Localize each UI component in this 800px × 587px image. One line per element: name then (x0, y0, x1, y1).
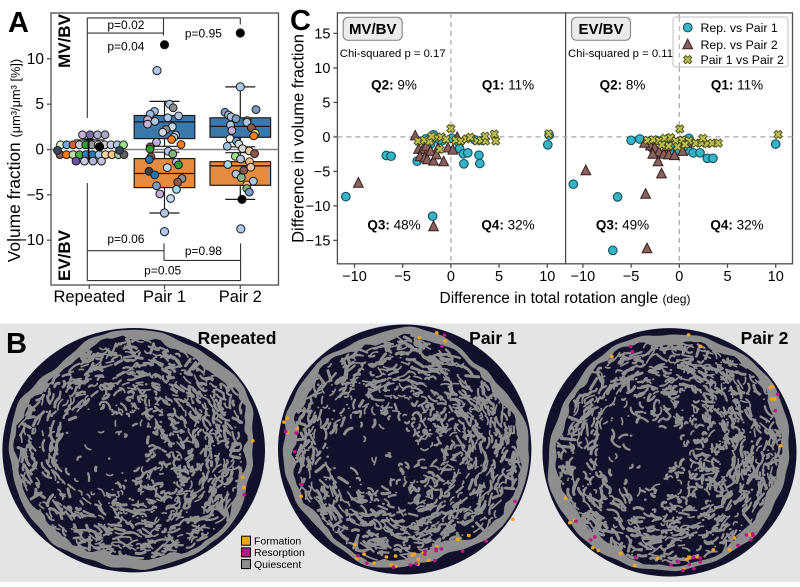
svg-text:10: 10 (27, 51, 45, 68)
svg-text:−5: −5 (623, 269, 640, 285)
svg-text:0: 0 (35, 142, 44, 159)
svg-text:EV/BV: EV/BV (578, 21, 623, 38)
svg-text:Difference in total rotation a: Difference in total rotation angle (deg) (440, 290, 691, 307)
svg-text:Resorption: Resorption (254, 547, 305, 559)
svg-text:Formation: Formation (254, 535, 301, 547)
svg-text:0: 0 (675, 269, 683, 285)
svg-text:5: 5 (322, 95, 330, 111)
svg-text:10: 10 (768, 269, 784, 285)
svg-text:Pair 1: Pair 1 (469, 328, 517, 348)
svg-text:Rep. vs Pair 1: Rep. vs Pair 1 (701, 21, 778, 35)
svg-text:Chi-squared p = 0.11: Chi-squared p = 0.11 (568, 48, 673, 60)
svg-text:−5: −5 (314, 164, 331, 180)
svg-text:10: 10 (314, 61, 330, 77)
svg-text:EV/BV: EV/BV (55, 229, 74, 281)
svg-text:Pair 2: Pair 2 (219, 288, 262, 306)
svg-text:Q1: 11%: Q1: 11% (482, 78, 534, 93)
svg-text:Pair 1 vs Pair 2: Pair 1 vs Pair 2 (701, 53, 785, 67)
svg-text:A: A (8, 7, 29, 39)
svg-text:C: C (290, 5, 311, 37)
svg-text:p=0.02: p=0.02 (107, 18, 144, 32)
svg-text:p=0.05: p=0.05 (144, 264, 181, 278)
svg-text:Pair 2: Pair 2 (741, 328, 789, 348)
svg-text:Q1: 11%: Q1: 11% (711, 78, 763, 93)
svg-text:5: 5 (495, 269, 503, 285)
svg-text:15: 15 (314, 26, 330, 42)
svg-text:−10: −10 (306, 199, 331, 215)
svg-text:p=0.98: p=0.98 (185, 244, 222, 258)
svg-text:−5: −5 (394, 269, 411, 285)
svg-text:Q4: 32%: Q4: 32% (481, 218, 534, 233)
svg-text:MV/BV: MV/BV (349, 21, 397, 38)
svg-text:Q3: 49%: Q3: 49% (596, 218, 649, 233)
svg-text:5: 5 (723, 269, 731, 285)
svg-text:−5: −5 (26, 187, 44, 204)
svg-text:Chi-squared p = 0.17: Chi-squared p = 0.17 (340, 48, 446, 60)
svg-text:p=0.95: p=0.95 (185, 26, 222, 40)
svg-text:0: 0 (322, 130, 330, 146)
svg-text:Q3: 48%: Q3: 48% (367, 218, 420, 233)
svg-text:Volume fraction (μm³/μm³ [%]): Volume fraction (μm³/μm³ [%]) (4, 59, 24, 262)
svg-text:0: 0 (447, 269, 455, 285)
svg-text:10: 10 (539, 269, 555, 285)
svg-text:−15: −15 (306, 233, 331, 249)
svg-text:Pair 1: Pair 1 (143, 288, 186, 306)
svg-text:p=0.04: p=0.04 (107, 39, 144, 53)
svg-text:p=0.06: p=0.06 (107, 232, 144, 246)
svg-text:Q2: 9%: Q2: 9% (371, 78, 417, 93)
svg-text:−10: −10 (571, 269, 596, 285)
svg-text:B: B (6, 328, 27, 360)
svg-text:Quiescent: Quiescent (254, 559, 301, 571)
svg-text:Rep. vs Pair 2: Rep. vs Pair 2 (701, 38, 778, 52)
svg-text:5: 5 (35, 96, 44, 113)
svg-text:Difference in volume fraction: Difference in volume fraction (290, 34, 308, 243)
svg-text:Repeated: Repeated (198, 328, 277, 348)
svg-text:Q2: 8%: Q2: 8% (600, 78, 646, 93)
svg-text:Repeated: Repeated (54, 288, 126, 306)
svg-text:−10: −10 (18, 232, 45, 249)
svg-text:Q4: 32%: Q4: 32% (710, 218, 763, 233)
svg-text:MV/BV: MV/BV (55, 13, 74, 68)
svg-text:−10: −10 (342, 269, 367, 285)
